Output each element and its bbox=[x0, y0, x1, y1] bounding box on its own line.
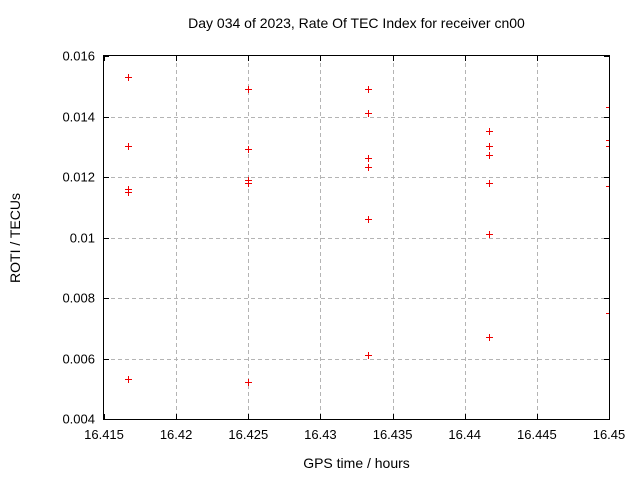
data-point-marker bbox=[244, 379, 252, 387]
y-gridline bbox=[104, 116, 609, 118]
y-tickmark-left bbox=[104, 358, 109, 360]
y-tickmark-left bbox=[104, 419, 109, 420]
x-tickmark-top bbox=[536, 56, 538, 61]
x-tickmark-top bbox=[464, 56, 466, 61]
x-tick-label: 16.445 bbox=[517, 427, 557, 442]
x-tick-label: 16.43 bbox=[304, 427, 337, 442]
y-tickmark-left bbox=[104, 116, 109, 118]
x-tickmark-top bbox=[609, 56, 610, 61]
y-tick-label: 0.006 bbox=[62, 351, 95, 366]
x-tickmark-bottom bbox=[176, 414, 178, 419]
data-point-marker bbox=[244, 146, 252, 154]
data-point-marker bbox=[244, 179, 252, 187]
data-point-marker bbox=[485, 333, 493, 341]
data-point-marker bbox=[364, 155, 372, 163]
data-point-marker bbox=[125, 188, 132, 196]
data-point-marker bbox=[485, 231, 493, 238]
y-tickmark-right bbox=[604, 358, 609, 360]
x-tickmark-bottom bbox=[248, 414, 250, 419]
y-tickmark-right bbox=[604, 419, 609, 420]
x-tickmark-bottom bbox=[536, 414, 538, 419]
x-tickmark-top bbox=[392, 56, 394, 61]
data-point-marker bbox=[605, 137, 609, 145]
x-tick-label: 16.45 bbox=[592, 427, 626, 442]
y-tickmark-left bbox=[104, 237, 109, 239]
y-tickmark-right bbox=[604, 237, 609, 239]
x-tick-label: 16.425 bbox=[228, 427, 269, 442]
y-gridline bbox=[104, 358, 609, 360]
y-gridline bbox=[104, 177, 609, 178]
y-tickmark-left bbox=[104, 56, 109, 57]
x-tick-label: 16.44 bbox=[448, 427, 481, 442]
y-tickmark-right bbox=[604, 116, 609, 118]
x-tickmark-top bbox=[104, 56, 105, 61]
data-point-marker bbox=[605, 182, 609, 190]
data-point-marker bbox=[364, 85, 372, 93]
y-tick-label: 0.004 bbox=[62, 411, 95, 427]
plot-area bbox=[103, 55, 610, 420]
y-gridline bbox=[104, 298, 609, 299]
y-tickmark-right bbox=[604, 298, 609, 299]
data-point-marker bbox=[364, 110, 372, 117]
x-tickmark-bottom bbox=[609, 414, 610, 419]
x-tick-label: 16.42 bbox=[159, 427, 193, 442]
x-tick-label: 16.435 bbox=[372, 427, 413, 442]
data-point-marker bbox=[125, 143, 132, 151]
data-point-marker bbox=[485, 152, 493, 160]
x-tickmark-top bbox=[320, 56, 322, 61]
x-tickmark-top bbox=[176, 56, 178, 61]
y-tick-label: 0.014 bbox=[62, 109, 95, 124]
y-tickmark-right bbox=[604, 177, 609, 178]
data-point-marker bbox=[125, 376, 132, 384]
y-tick-label: 0.012 bbox=[62, 169, 95, 185]
y-tickmark-left bbox=[104, 298, 109, 299]
data-point-marker bbox=[485, 179, 493, 187]
y-tickmark-left bbox=[104, 177, 109, 178]
data-point-marker bbox=[485, 143, 493, 151]
x-tick-label: 16.415 bbox=[84, 427, 124, 442]
x-tickmark-bottom bbox=[392, 414, 394, 419]
data-point-marker bbox=[605, 103, 609, 111]
data-point-marker bbox=[244, 85, 252, 93]
x-tickmark-bottom bbox=[464, 414, 466, 419]
y-gridline bbox=[104, 237, 609, 239]
x-tickmark-bottom bbox=[104, 414, 105, 419]
y-tick-label: 0.008 bbox=[62, 290, 95, 306]
data-point-marker bbox=[364, 215, 372, 223]
data-point-marker bbox=[125, 73, 132, 81]
chart-title: Day 034 of 2023, Rate Of TEC Index for r… bbox=[188, 15, 525, 31]
x-tickmark-top bbox=[248, 56, 250, 61]
data-point-marker bbox=[605, 143, 609, 151]
data-point-marker bbox=[605, 309, 609, 317]
y-tickmark-right bbox=[604, 56, 609, 57]
data-point-marker bbox=[364, 352, 372, 359]
y-tick-label: 0.016 bbox=[62, 48, 95, 64]
x-axis-label: GPS time / hours bbox=[303, 455, 410, 471]
x-tickmark-bottom bbox=[320, 414, 322, 419]
data-point-marker bbox=[485, 128, 493, 136]
data-point-marker bbox=[364, 164, 372, 172]
y-tick-label: 0.01 bbox=[69, 230, 95, 245]
